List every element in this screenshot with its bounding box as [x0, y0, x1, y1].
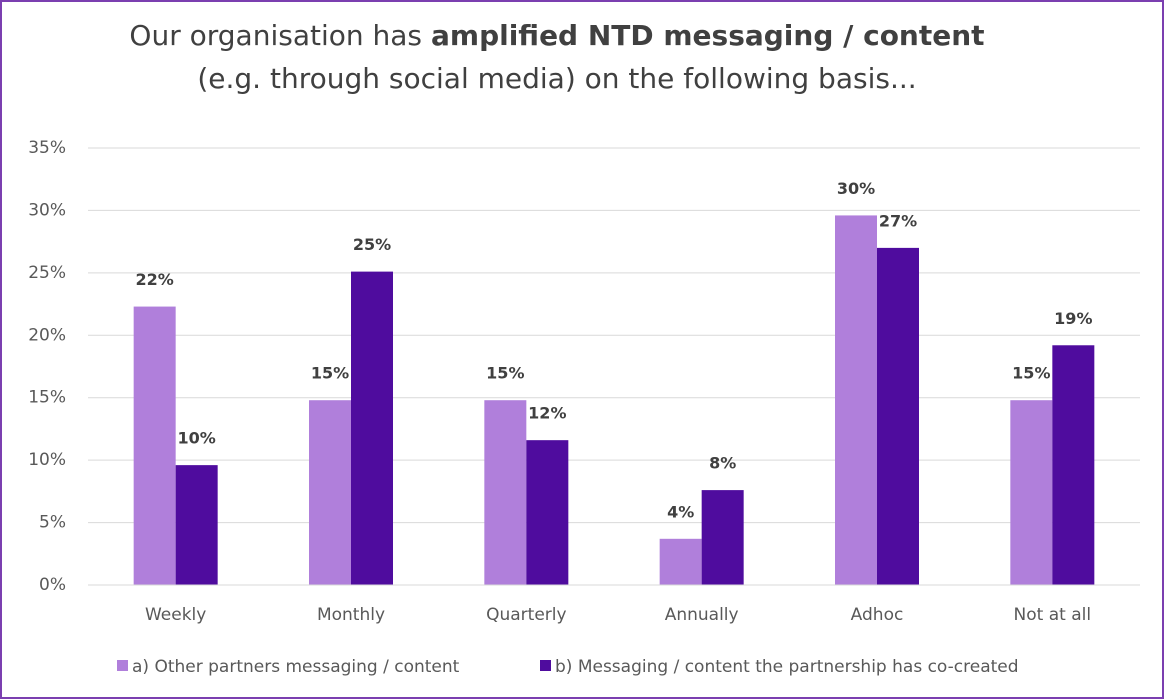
data-label: 25%: [353, 235, 391, 254]
bar: [351, 271, 393, 585]
title-emphasis: amplified NTD messaging / content: [431, 19, 985, 52]
data-label: 15%: [311, 364, 349, 383]
data-label: 15%: [486, 364, 524, 383]
legend-label: b) Messaging / content the partnership h…: [555, 657, 1019, 677]
data-label: 15%: [1012, 364, 1050, 383]
data-label: 27%: [879, 211, 917, 230]
data-label: 22%: [136, 270, 174, 289]
data-label: 30%: [837, 179, 875, 198]
y-tick-label: 0%: [39, 575, 66, 595]
bar: [526, 440, 569, 585]
bar: [659, 538, 702, 585]
bar: [1052, 345, 1095, 585]
bar: [309, 400, 351, 585]
title-part: Our organisation has: [129, 19, 422, 52]
y-tick-label: 30%: [28, 200, 66, 220]
data-label: 10%: [178, 429, 216, 448]
x-tick-label: Monthly: [317, 605, 385, 625]
bar: [175, 465, 218, 585]
legend-label: a) Other partners messaging / content: [132, 657, 460, 677]
y-tick-label: 25%: [28, 263, 66, 283]
x-tick-label: Quarterly: [486, 605, 566, 625]
bar: [133, 306, 176, 585]
y-tick-label: 20%: [28, 325, 66, 345]
legend-swatch: [117, 660, 128, 671]
y-tick-label: 35%: [28, 138, 66, 158]
y-tick-label: 10%: [28, 450, 66, 470]
bar: [701, 490, 744, 585]
data-label: 8%: [709, 454, 736, 473]
x-tick-label: Weekly: [145, 605, 206, 625]
x-tick-label: Adhoc: [851, 605, 904, 625]
x-tick-label: Annually: [665, 605, 739, 625]
y-tick-label: 15%: [28, 388, 66, 408]
bar: [835, 215, 877, 585]
x-tick-label: Not at all: [1014, 605, 1092, 625]
chart-title: Our organisation has amplified NTD messag…: [129, 19, 984, 52]
y-tick-label: 5%: [39, 513, 66, 533]
legend-swatch: [540, 660, 551, 671]
bar: [1010, 400, 1053, 585]
data-label: 19%: [1054, 309, 1092, 328]
data-label: 4%: [667, 502, 694, 521]
data-label: 12%: [528, 404, 566, 423]
bar: [877, 247, 919, 585]
chart-subtitle: (e.g. through social media) on the follo…: [197, 62, 916, 95]
bar: [484, 400, 527, 585]
